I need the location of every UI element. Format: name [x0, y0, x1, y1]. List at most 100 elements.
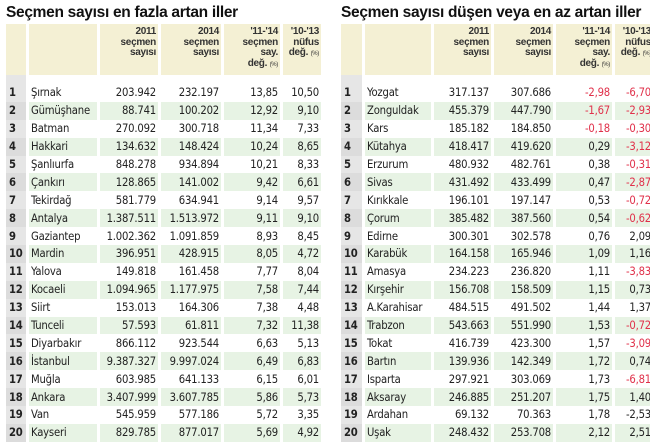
header-line: seçmen say.: [574, 36, 611, 58]
voters-2014-cell: 1.513.972: [161, 209, 221, 228]
voter-change-pct-cell: 5,72: [256, 408, 278, 422]
header-line: 2014: [529, 26, 551, 37]
header-line: 2014: [197, 26, 219, 37]
voter-change-pct-cell: 0,47: [556, 173, 612, 192]
table-row: 12 Kırşehir 156.708 158.509 1,15 0,73: [341, 280, 650, 299]
rank-cell: 16: [6, 352, 26, 371]
spacer-row: [6, 75, 321, 84]
voters-2011-cell: 9.387.327: [100, 352, 158, 371]
voters-2011-cell: 164.158: [434, 245, 491, 263]
voters-2014-cell: 1.177.975: [161, 280, 221, 299]
rank-cell: 13: [341, 298, 362, 317]
population-change-pct-cell: -0,72: [625, 193, 650, 207]
voter-change-pct-cell: 0,38: [588, 158, 610, 171]
province-cell: İstanbul: [29, 352, 97, 371]
voter-change-pct-cell: 0,53: [588, 193, 610, 207]
voters-2011-cell: 156.708: [434, 280, 491, 299]
voters-2011-cell: 848.278: [115, 158, 156, 171]
voters-2011-cell: 69.132: [454, 408, 489, 422]
rank-cell: 8: [341, 209, 362, 228]
province-cell: Van: [31, 408, 49, 422]
unit-label: (%): [601, 61, 611, 68]
rank-cell: 3: [341, 119, 362, 138]
province-header: [365, 24, 431, 75]
voter-change-pct-cell: 7,58: [224, 280, 280, 299]
voter-change-pct-cell: 9,14: [256, 193, 278, 207]
table-row: 4 Kütahya 418.417 419.620 0,29 -3,12: [341, 137, 650, 156]
table-row: 18 Ankara 3.407.999 3.607.785 5,86 5,73: [6, 388, 321, 407]
voters-2014-cell: 634.941: [178, 193, 219, 207]
rank-cell: 11: [341, 262, 362, 281]
province-cell: Aksaray: [365, 388, 431, 407]
population-change-pct-cell: 1,16: [615, 245, 650, 263]
voter-change-pct-cell: 13,85: [250, 86, 278, 100]
province-cell: Trabzon: [365, 316, 431, 335]
table-row: 7 Kırıkkale 196.101 197.147 0,53 -0,72: [341, 191, 650, 210]
province-cell: Ankara: [29, 388, 97, 407]
rank-cell: 7: [341, 191, 362, 210]
voter-change-pct-cell: 6,49: [224, 352, 280, 371]
province-cell: Kırıkkale: [367, 193, 409, 207]
header-line: sayısı: [462, 47, 489, 58]
voters-2011-cell: 603.985: [115, 372, 156, 386]
voters-2014-cell: 447.790: [494, 101, 553, 120]
rank-cell: 1: [341, 84, 362, 102]
population-change-pct-cell: 4,92: [283, 423, 321, 442]
rank-cell: 15: [341, 334, 362, 353]
voters-2014-cell: 934.894: [178, 158, 219, 171]
table-row: 20 Kayseri 829.785 877.017 5,69 4,92: [6, 423, 321, 442]
voter-change-pct-cell: 1,15: [556, 280, 612, 299]
voters-2011-cell: 581.779: [115, 193, 156, 207]
unit-label: (%): [642, 51, 650, 57]
voters-2011-cell: 545.959: [115, 408, 156, 422]
voters-2014-cell: 419.620: [494, 137, 553, 156]
decreased-table: 2011 seçmen sayısı 2014 seçmen sayısı '11-'14 s…: [338, 24, 650, 442]
rank-cell: 9: [341, 227, 362, 246]
table-row: 5 Şanlıurfa 848.278 934.894 10,21 8,33: [6, 155, 321, 174]
population-change-pct-cell: -2,93: [615, 101, 650, 120]
voter-change-pct-cell: -0,18: [584, 122, 610, 136]
table-row: 3 Kars 185.182 184.850 -0,18 -0,30: [341, 119, 650, 138]
rank-cell: 12: [341, 280, 362, 299]
province-cell: Kütahya: [365, 137, 431, 156]
voters-2011-cell: 484.515: [448, 301, 489, 315]
header-line: sayısı: [524, 47, 551, 58]
population-change-pct-cell: 4,72: [283, 245, 321, 263]
table-row: 20 Uşak 248.432 253.708 2,12 2,51: [341, 423, 650, 442]
voter-change-pct-cell: 7,38: [256, 301, 278, 315]
table-row: 13 Siirt 153.013 164.306 7,38 4,48: [6, 298, 321, 317]
rank-cell: 12: [6, 280, 26, 299]
rank-header: [341, 24, 362, 75]
rank-cell: 13: [6, 298, 26, 317]
spacer-cell: [100, 75, 158, 84]
voters-2011-cell: 246.885: [434, 388, 491, 407]
population-change-pct-cell: 0,74: [615, 352, 650, 371]
voters-2011-cell: 431.492: [434, 173, 491, 192]
voters-2014-cell: 161.458: [178, 265, 219, 279]
unit-label: (%): [269, 61, 279, 68]
spacer-cell: [161, 75, 221, 84]
rank-cell: 20: [341, 423, 362, 442]
most-increased-table: 2011 seçmen sayısı 2014 seçmen sayısı '11-'14 s…: [3, 24, 324, 442]
population-change-pct-cell: 9,10: [283, 101, 321, 120]
voter-change-pct-cell: 9,11: [224, 209, 280, 228]
header-line: seçmen: [183, 36, 220, 48]
province-cell: Kayseri: [29, 423, 97, 442]
table-row: 9 Gaziantep 1.002.362 1.091.859 8,93 8,45: [6, 227, 321, 246]
voters-2011-cell: 300.301: [448, 229, 489, 243]
population-change-pct-cell: 4,48: [297, 301, 319, 315]
voters-2014-cell: 3.607.785: [161, 388, 221, 407]
province-cell: Kocaeli: [29, 280, 97, 299]
table-row: 9 Edirne 300.301 302.578 0,76 2,09: [341, 227, 650, 246]
table-title: Seçmen sayısı en fazla artan iller: [6, 4, 238, 21]
province-cell: Tekirdağ: [31, 193, 72, 207]
rank-cell: 20: [6, 423, 26, 442]
population-change-pct-cell: 6,01: [297, 372, 319, 386]
voters-2014-cell: 302.578: [510, 229, 551, 243]
population-change-pct-cell: 3,35: [297, 408, 319, 422]
spacer-cell: [434, 75, 491, 84]
table-row: 10 Mardin 396.951 428.915 8,05 4,72: [6, 245, 321, 263]
voters-2011-header: 2011 seçmen sayısı: [434, 24, 491, 75]
table-row: 11 Amasya 234.223 236.820 1,11 -3,83: [341, 262, 650, 281]
voter-change-pct-cell: -1,67: [556, 101, 612, 120]
